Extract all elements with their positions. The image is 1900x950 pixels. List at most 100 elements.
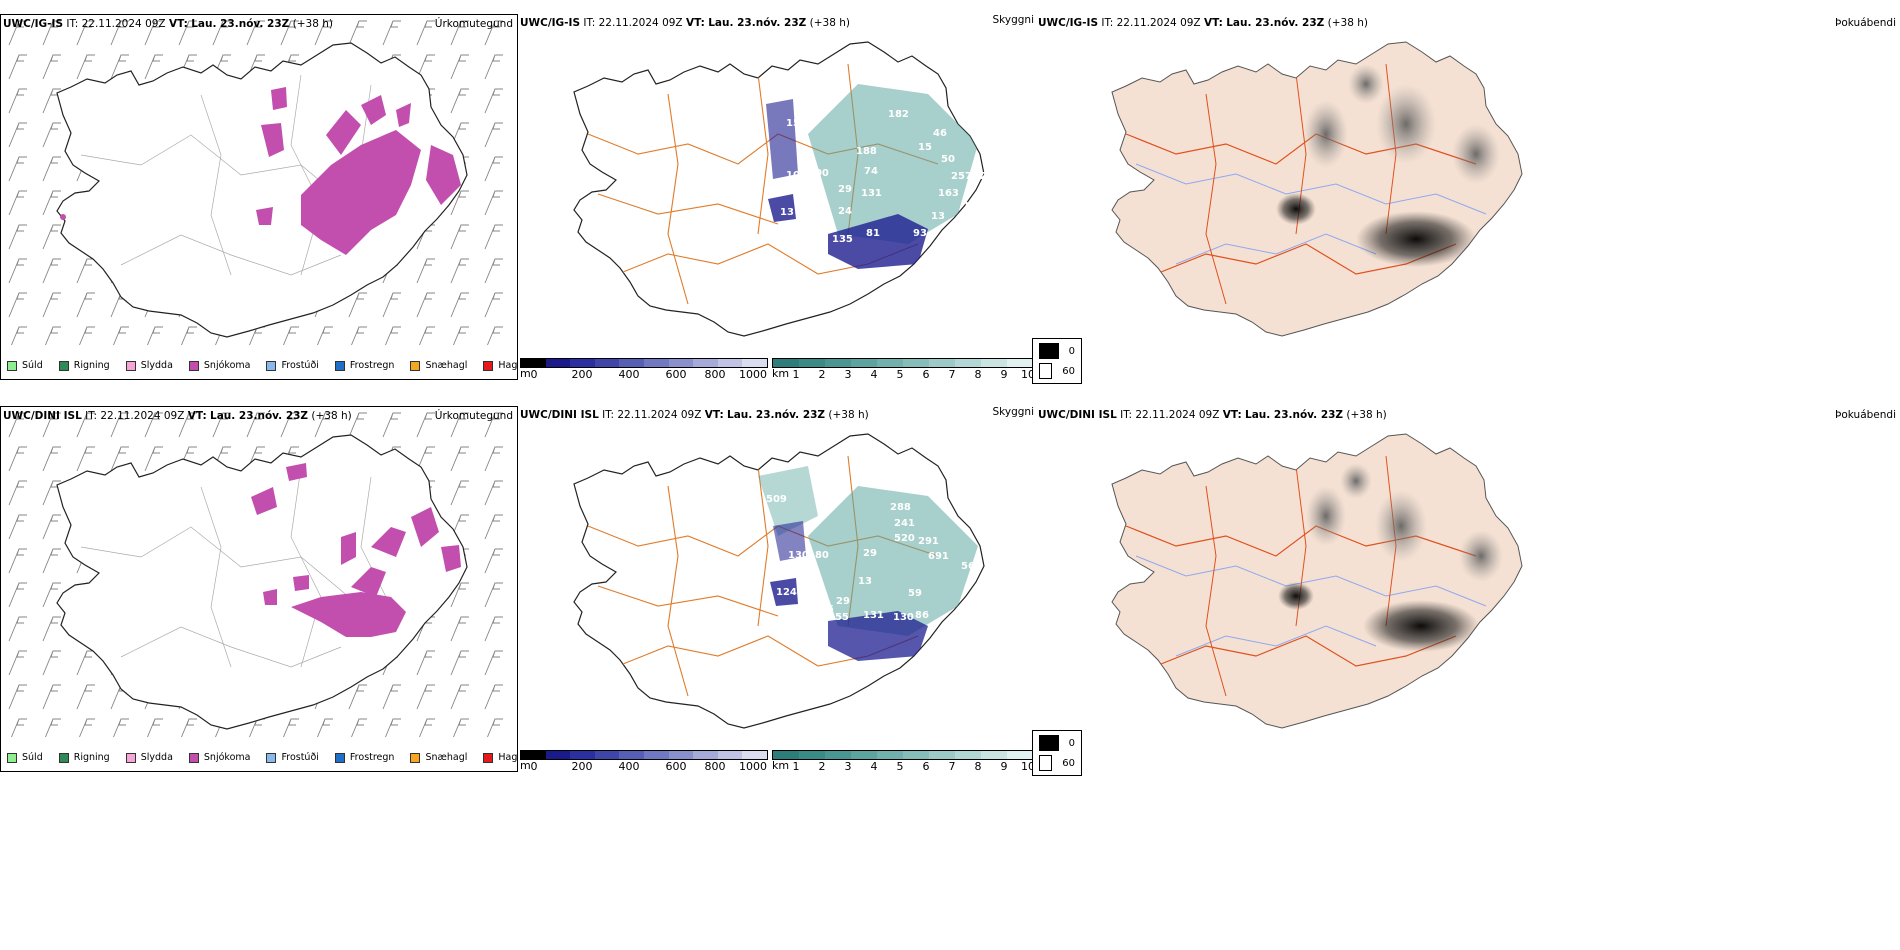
legend-item: Rigning [58, 752, 110, 763]
vt-value: Lau. 23.nóv. 23Z [708, 17, 807, 29]
fog-legend-swatch-low [1039, 755, 1053, 771]
map-label: 124 [776, 587, 797, 598]
tick-label: 800 [704, 368, 726, 380]
tick-label: 2 [818, 368, 826, 380]
legend-swatch [410, 360, 421, 371]
visibility-panel-row1: 182 159 188 15 74 46 10 100 50 257 428 2… [518, 14, 1036, 380]
lead-time: (+38 h) [809, 17, 850, 29]
legend-label: Súld [22, 360, 43, 371]
it-value: 22.11.2024 09Z [81, 18, 166, 30]
tick-label: 5 [896, 368, 904, 380]
fog-legend-swatch-low [1039, 363, 1053, 379]
tick-label: 800 [704, 760, 726, 772]
legend-item: Frostregn [334, 360, 394, 371]
map-label: 182 [888, 109, 909, 120]
tick-label: 8 [974, 760, 982, 772]
legend-swatch [483, 752, 494, 763]
map-label: 81 [866, 228, 880, 239]
legend-item: Súld [7, 752, 43, 763]
map-label: 15 [918, 142, 932, 153]
precip-type-panel-row1: UWC/IG-IS IT: 22.11.2024 09Z VT: Lau. 23… [0, 14, 518, 380]
map-label: 163 [938, 188, 959, 199]
fog-panel-row1: UWC/IG-IS IT: 22.11.2024 09Z VT: Lau. 23… [1036, 14, 1900, 380]
colorbar-strip [520, 358, 768, 368]
legend-label: Snjókoma [203, 752, 251, 763]
vt-label: VT: [1222, 409, 1242, 421]
legend-label: Rigning [73, 360, 110, 371]
panel-title: Þokuábendi [1835, 409, 1896, 421]
legend-label: Snjókoma [203, 360, 251, 371]
legend-label: Snæhagl [425, 752, 468, 763]
precip-type-map [1, 15, 517, 345]
tick-label: 9 [1000, 368, 1008, 380]
map-label: 74 [864, 166, 878, 177]
vt-label: VT: [685, 17, 705, 29]
precip-legend: Súld Rigning Slydda Snjókoma Frostúði Fr… [7, 752, 518, 763]
it-value: 22.11.2024 09Z [1135, 409, 1220, 421]
model-name: UWC/IG-IS [3, 18, 64, 30]
map-label: 93 [913, 228, 927, 239]
vt-value: Lau. 23.nóv. 23Z [1245, 409, 1344, 421]
tick-label: 1 [792, 760, 800, 772]
panel-header: UWC/DINI ISL IT: 22.11.2024 09Z VT: Lau.… [520, 409, 869, 421]
map-label: 288 [890, 502, 911, 513]
tick-label: 2 [818, 760, 826, 772]
map-label: 691 [928, 551, 949, 562]
legend-swatch [58, 752, 69, 763]
visibility-labels: 509 13 288 241 520 291 691 563 130 180 2… [733, 488, 982, 623]
tick-label: 400 [618, 368, 640, 380]
model-name: UWC/IG-IS [1038, 17, 1099, 29]
map-label: 155 [828, 612, 849, 623]
visibility-km-colorbar: km 1 2 3 4 5 6 7 8 9 10 [772, 750, 1035, 772]
map-label: 13 [818, 488, 832, 499]
map-label: 135 [813, 604, 834, 615]
tick-label: 10 [1021, 368, 1035, 380]
tick-label: 200 [571, 760, 593, 772]
legend-label: Haglél [498, 360, 518, 371]
it-label: IT: [1101, 17, 1114, 29]
legend-label: Frostregn [349, 752, 395, 763]
visibility-map: 182 159 188 15 74 46 10 100 50 257 428 2… [573, 41, 994, 337]
legend-swatch [188, 752, 199, 763]
map-label: 59 [908, 588, 922, 599]
colorbar-unit: km [772, 759, 790, 772]
map-label: 155 [811, 221, 832, 232]
legend-item: Slydda [125, 752, 173, 763]
tick-label: 600 [665, 760, 687, 772]
tick-label: 7 [948, 368, 956, 380]
map-label: 29 [838, 184, 852, 195]
vt-value: Lau. 23.nóv. 23Z [191, 18, 290, 30]
it-value: 22.11.2024 09Z [100, 410, 185, 422]
legend-label: Haglél [498, 752, 518, 763]
visibility-map: 509 13 288 241 520 291 691 563 130 180 2… [573, 433, 985, 729]
legend-swatch [125, 752, 136, 763]
legend-swatch [334, 752, 345, 763]
map-label: 520 [894, 533, 915, 544]
panel-title: Skyggni [992, 406, 1035, 418]
legend-item: Snæhagl [410, 360, 467, 371]
legend-item: Haglél [483, 752, 518, 763]
colorbar-ticks: 0 200 400 600 800 1000 [520, 368, 768, 380]
map-label: 135 [832, 234, 853, 245]
colorbar-ticks: 0 200 400 600 800 1000 [520, 760, 768, 772]
panel-header: UWC/IG-IS IT: 22.11.2024 09Z VT: Lau. 23… [1038, 17, 1368, 29]
legend-item: Snæhagl [410, 752, 467, 763]
tick-label: 3 [844, 760, 852, 772]
legend-label: Frostúði [281, 752, 319, 763]
it-value: 22.11.2024 09Z [617, 409, 702, 421]
map-label: 131 [861, 188, 882, 199]
model-name: UWC/DINI ISL [1038, 409, 1117, 421]
it-label: IT: [1120, 409, 1133, 421]
panel-title: Úrkomutegund [434, 18, 513, 30]
panel-header: UWC/IG-IS IT: 22.11.2024 09Z VT: Lau. 23… [520, 17, 850, 29]
panel-title: Úrkomutegund [434, 410, 513, 422]
lead-time: (+38 h) [311, 410, 352, 422]
vt-label: VT: [1203, 17, 1223, 29]
tick-label: 600 [665, 368, 687, 380]
visibility-panel-row2: 509 13 288 241 520 291 691 563 130 180 2… [518, 406, 1036, 772]
map-label: 13 [858, 576, 872, 587]
snow-areas [251, 463, 461, 637]
map-label: 86 [915, 610, 929, 621]
tick-label: 1000 [739, 368, 767, 380]
panel-title: Skyggni [992, 14, 1035, 26]
